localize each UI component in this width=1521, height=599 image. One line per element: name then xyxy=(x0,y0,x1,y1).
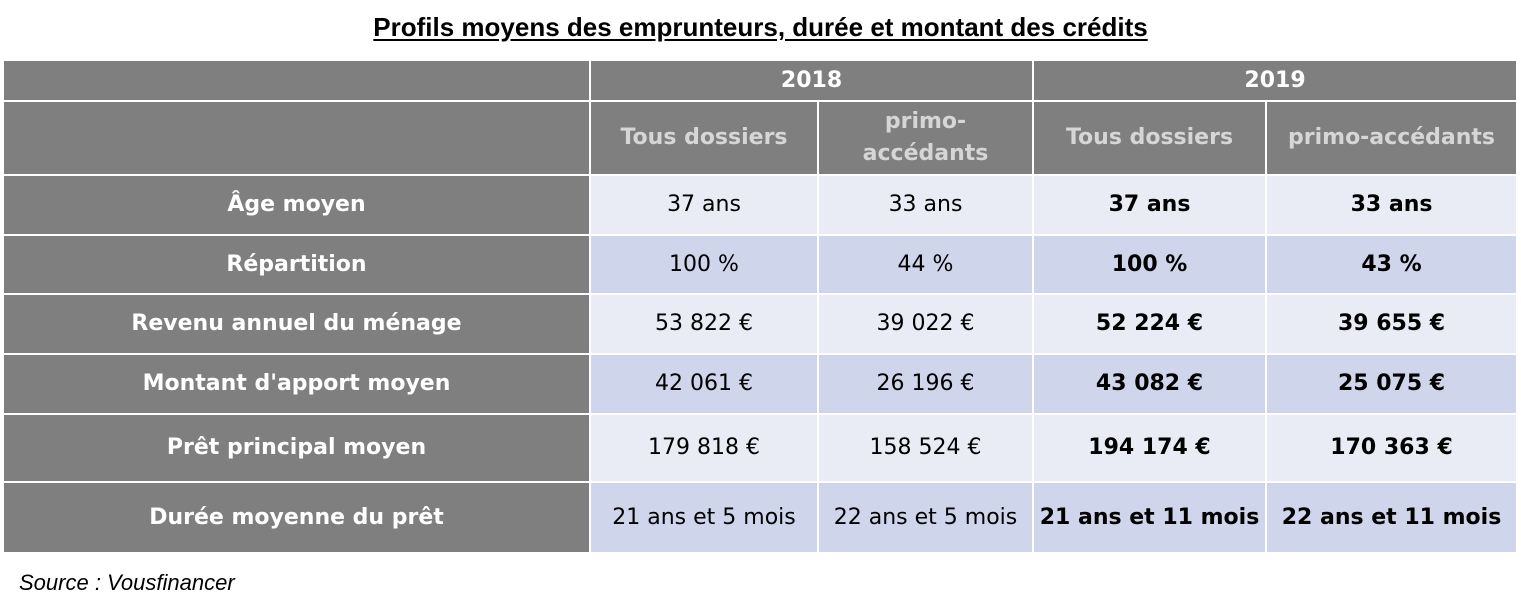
subheader-corner-cell xyxy=(2,100,591,176)
subheader-2019-all: Tous dossiers xyxy=(1032,100,1268,176)
table-title: Profils moyens des emprunteurs, durée et… xyxy=(373,12,1148,42)
row-label: Répartition xyxy=(2,234,591,295)
row-label: Âge moyen xyxy=(2,174,591,236)
year-header-2019: 2019 xyxy=(1032,59,1519,102)
cell-2018-all: 21 ans et 5 mois xyxy=(589,481,819,554)
year-header-2018: 2018 xyxy=(588,59,1035,102)
row-label: Revenu annuel du ménage xyxy=(2,293,591,355)
cell-2019-all: 37 ans xyxy=(1032,174,1268,236)
cell-2019-all: 194 174 € xyxy=(1032,413,1268,483)
cell-2018-first-time: 26 196 € xyxy=(816,353,1035,415)
cell-2019-first-time: 170 363 € xyxy=(1265,413,1519,483)
table-row: Revenu annuel du ménage 53 822 € 39 022 … xyxy=(2,293,1519,355)
cell-2018-all: 53 822 € xyxy=(589,293,819,355)
year-header-row: 2018 2019 xyxy=(2,59,1519,102)
cell-2019-all: 21 ans et 11 mois xyxy=(1032,481,1268,554)
row-label: Durée moyenne du prêt xyxy=(2,481,591,554)
subheader-2018-first-time: primo-accédants xyxy=(816,100,1035,176)
cell-2019-all: 43 082 € xyxy=(1032,353,1268,415)
cell-2018-first-time: 22 ans et 5 mois xyxy=(816,481,1035,554)
cell-2019-all: 52 224 € xyxy=(1032,293,1268,355)
cell-2018-all: 100 % xyxy=(589,234,819,295)
cell-2019-first-time: 33 ans xyxy=(1265,174,1519,236)
cell-2019-first-time: 25 075 € xyxy=(1265,353,1519,415)
subheader-row: Tous dossiers primo-accédants Tous dossi… xyxy=(2,100,1519,176)
borrower-profile-table: 2018 2019 Tous dossiers primo-accédants … xyxy=(2,59,1519,554)
cell-2018-first-time: 39 022 € xyxy=(816,293,1035,355)
cell-2018-all: 179 818 € xyxy=(589,413,819,483)
cell-2018-all: 42 061 € xyxy=(589,353,819,415)
subheader-2018-all: Tous dossiers xyxy=(589,100,819,176)
table-row: Montant d'apport moyen 42 061 € 26 196 €… xyxy=(2,353,1519,415)
cell-2019-first-time: 39 655 € xyxy=(1265,293,1519,355)
header-corner-cell xyxy=(2,59,591,102)
cell-2019-first-time: 22 ans et 11 mois xyxy=(1265,481,1519,554)
cell-2019-all: 100 % xyxy=(1032,234,1268,295)
cell-2018-first-time: 44 % xyxy=(816,234,1035,295)
table-row: Répartition 100 % 44 % 100 % 43 % xyxy=(2,234,1519,295)
row-label: Montant d'apport moyen xyxy=(2,353,591,415)
table-row: Prêt principal moyen 179 818 € 158 524 €… xyxy=(2,413,1519,483)
table-row: Durée moyenne du prêt 21 ans et 5 mois 2… xyxy=(2,481,1519,554)
subheader-2019-first-time: primo-accédants xyxy=(1265,100,1519,176)
table-row: Âge moyen 37 ans 33 ans 37 ans 33 ans xyxy=(2,174,1519,236)
cell-2018-first-time: 33 ans xyxy=(816,174,1035,236)
cell-2018-first-time: 158 524 € xyxy=(816,413,1035,483)
cell-2019-first-time: 43 % xyxy=(1265,234,1519,295)
cell-2018-all: 37 ans xyxy=(589,174,819,236)
source-note: Source : Vousfinancer xyxy=(19,570,235,595)
row-label: Prêt principal moyen xyxy=(2,413,591,483)
